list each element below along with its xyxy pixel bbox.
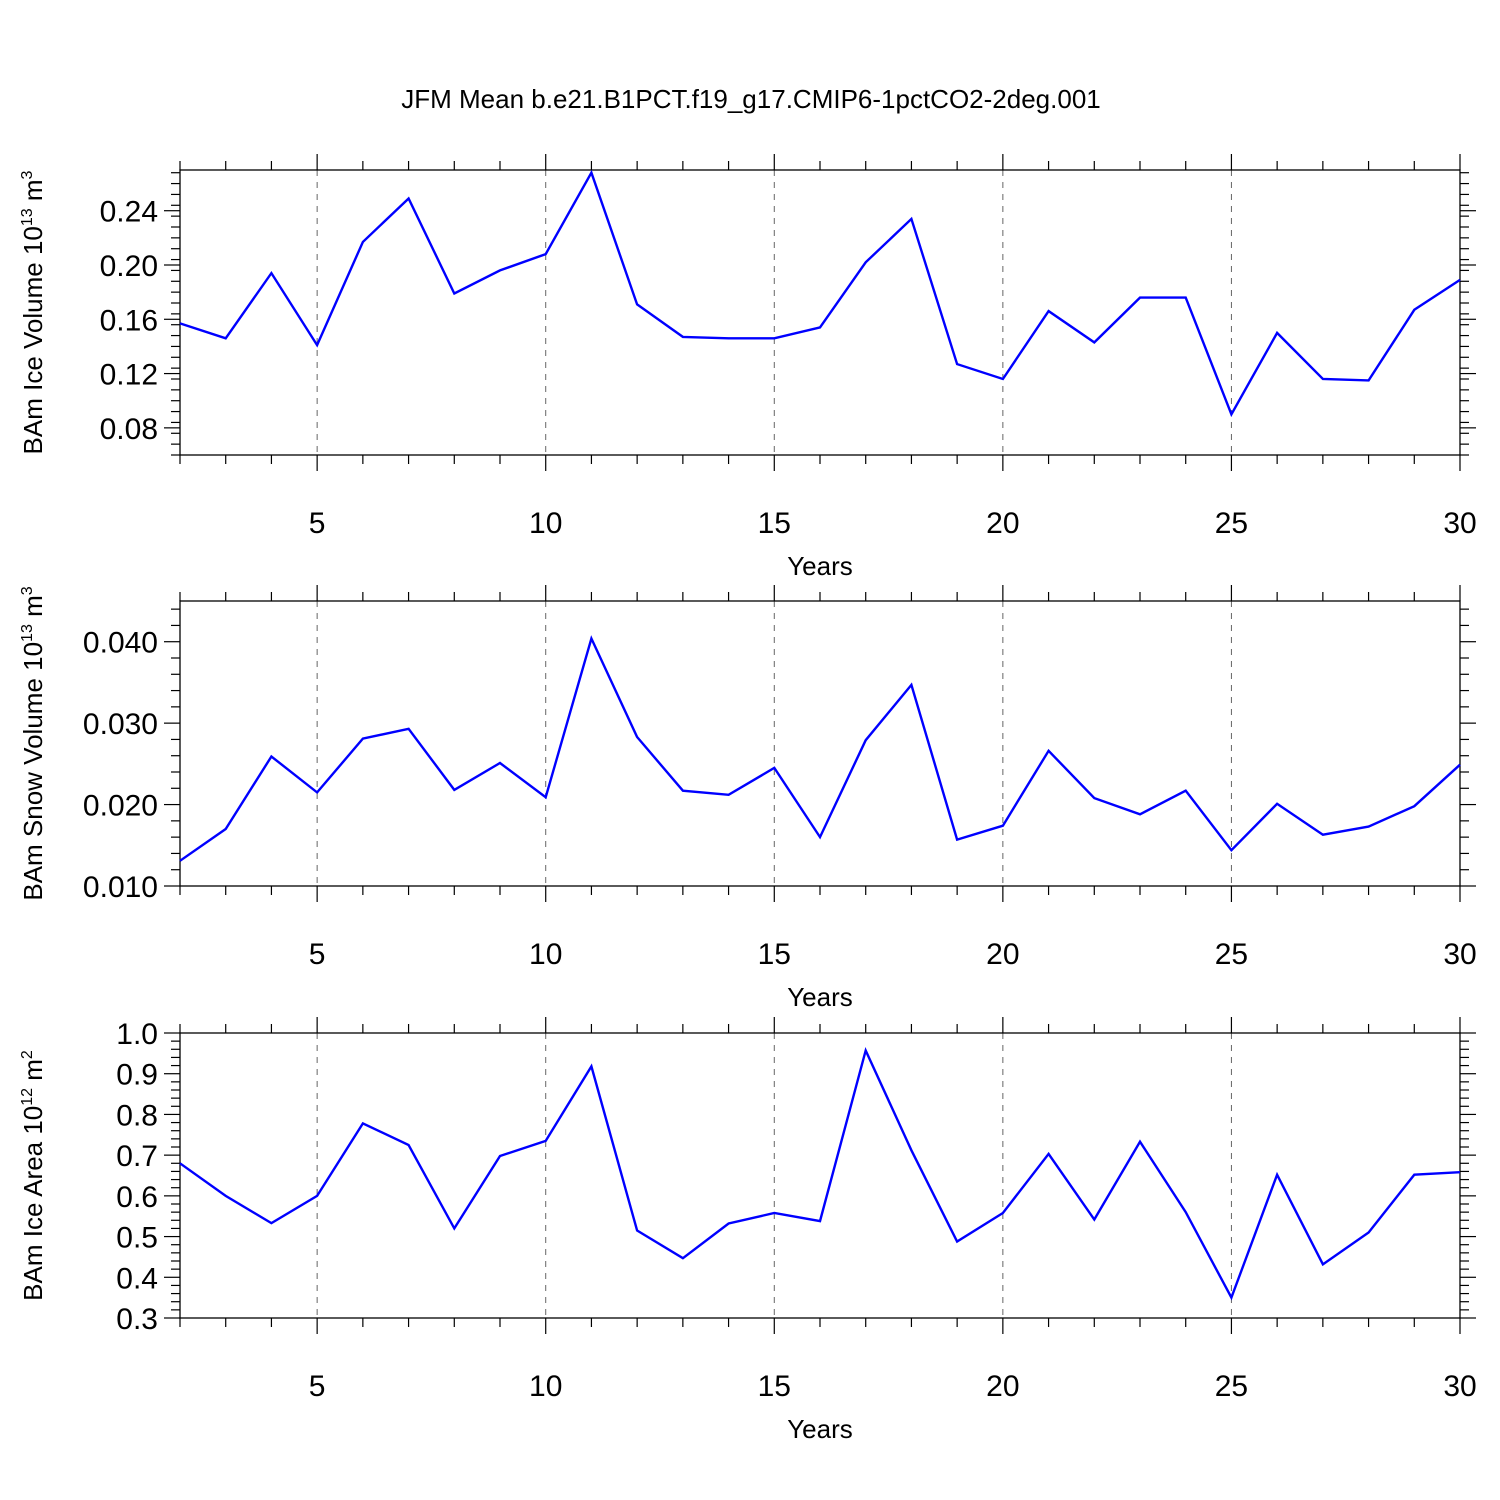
y-axis-label-unit-exponent: 3 xyxy=(19,170,36,179)
y-tick-label: 0.9 xyxy=(116,1059,158,1092)
panel-snow-volume: 0.010 0.020 0.030 0.040 5 10 15 20 25 30 Years BAm … xyxy=(18,585,1477,1012)
plot-frame xyxy=(179,600,1461,887)
y-axis-label-text: BAm Ice Area 10 xyxy=(18,1106,48,1301)
x-tick-label: 25 xyxy=(1215,507,1248,540)
x-tick-label: 30 xyxy=(1443,938,1476,971)
y-tick-label: 0.5 xyxy=(116,1222,158,1255)
y-tick-label: 0.20 xyxy=(100,250,158,283)
y-tick-label: 0.7 xyxy=(116,1140,158,1173)
x-tick-label: 10 xyxy=(529,938,562,971)
x-tick-label: 15 xyxy=(758,1370,791,1403)
y-axis-label-exponent: 13 xyxy=(19,208,36,226)
y-tick-label: 0.8 xyxy=(116,1099,158,1132)
y-tick-label: 0.6 xyxy=(116,1181,158,1214)
panels: 0.080.120.160.200.245 10 15 20 25 30YearsBAm … xyxy=(18,154,1477,1444)
x-tick-label: 20 xyxy=(986,507,1019,540)
plot-frame xyxy=(179,169,1461,456)
x-axis-label: Years xyxy=(787,551,853,581)
y-tick-label: 1.0 xyxy=(116,1018,158,1051)
x-tick-label: 20 xyxy=(986,938,1019,971)
y-axis-label-unit: m xyxy=(18,595,48,624)
series-line-ice-area xyxy=(179,1046,1461,1301)
y-axis-label: BAm Snow Volume 1013 m3 xyxy=(18,586,48,900)
y-tick-label: 0.010 xyxy=(83,871,158,904)
x-tick-label: 5 xyxy=(309,1370,326,1403)
y-tick-label: 0.12 xyxy=(100,359,158,392)
x-tick-label: 25 xyxy=(1215,938,1248,971)
y-tick-label: 0.030 xyxy=(83,708,158,741)
x-tick-label: 30 xyxy=(1443,1370,1476,1403)
x-tick-label: 5 xyxy=(309,507,326,540)
y-tick-label: 0.16 xyxy=(100,304,158,337)
panel-ice-area: 0.3 0.4 0.5 0.6 0.7 0.8 0.9 1.0 5 10 15 20 25 30 Years… xyxy=(18,1017,1477,1444)
series-line-snow-volume xyxy=(179,635,1461,862)
y-axis-label-text: BAm Ice Volume 10 xyxy=(18,226,48,454)
y-axis-label-exponent: 13 xyxy=(19,624,36,642)
y-tick-label: 0.020 xyxy=(83,790,158,823)
y-tick-label: 0.08 xyxy=(100,413,158,446)
y-tick-label: 0.3 xyxy=(116,1303,158,1336)
x-axis-label: Years xyxy=(787,982,853,1012)
figure-title: JFM Mean b.e21.B1PCT.f19_g17.CMIP6-1pctC… xyxy=(401,84,1101,114)
panel-ice-volume: 0.08 0.12 0.16 0.20 0.24 5 10 15 20 25 30 Years BAm … xyxy=(18,154,1477,581)
x-tick-label: 25 xyxy=(1215,1370,1248,1403)
x-axis-label: Years xyxy=(787,1414,853,1444)
series-line-ice-volume xyxy=(179,169,1461,418)
x-tick-label: 20 xyxy=(986,1370,1019,1403)
y-axis-label-unit-exponent: 2 xyxy=(19,1050,36,1059)
y-axis-label-text: BAm Snow Volume 10 xyxy=(18,642,48,901)
x-tick-label: 10 xyxy=(529,1370,562,1403)
y-axis-label: BAm Ice Volume 1013 m3 xyxy=(18,170,48,454)
x-tick-label: 30 xyxy=(1443,507,1476,540)
y-axis-label: BAm Ice Area 1012 m2 xyxy=(18,1050,48,1301)
y-axis-label-unit: m xyxy=(18,179,48,208)
y-tick-label: 0.24 xyxy=(100,196,158,229)
x-tick-label: 15 xyxy=(758,507,791,540)
plot-frame xyxy=(179,1032,1461,1319)
x-tick-label: 10 xyxy=(529,507,562,540)
y-axis-label-unit-exponent: 3 xyxy=(19,586,36,595)
y-axis-label-unit: m xyxy=(18,1059,48,1088)
x-tick-label: 5 xyxy=(309,938,326,971)
y-axis-label-exponent: 12 xyxy=(19,1088,36,1106)
x-tick-label: 15 xyxy=(758,938,791,971)
y-tick-label: 0.040 xyxy=(83,627,158,660)
y-tick-label: 0.4 xyxy=(116,1262,158,1295)
